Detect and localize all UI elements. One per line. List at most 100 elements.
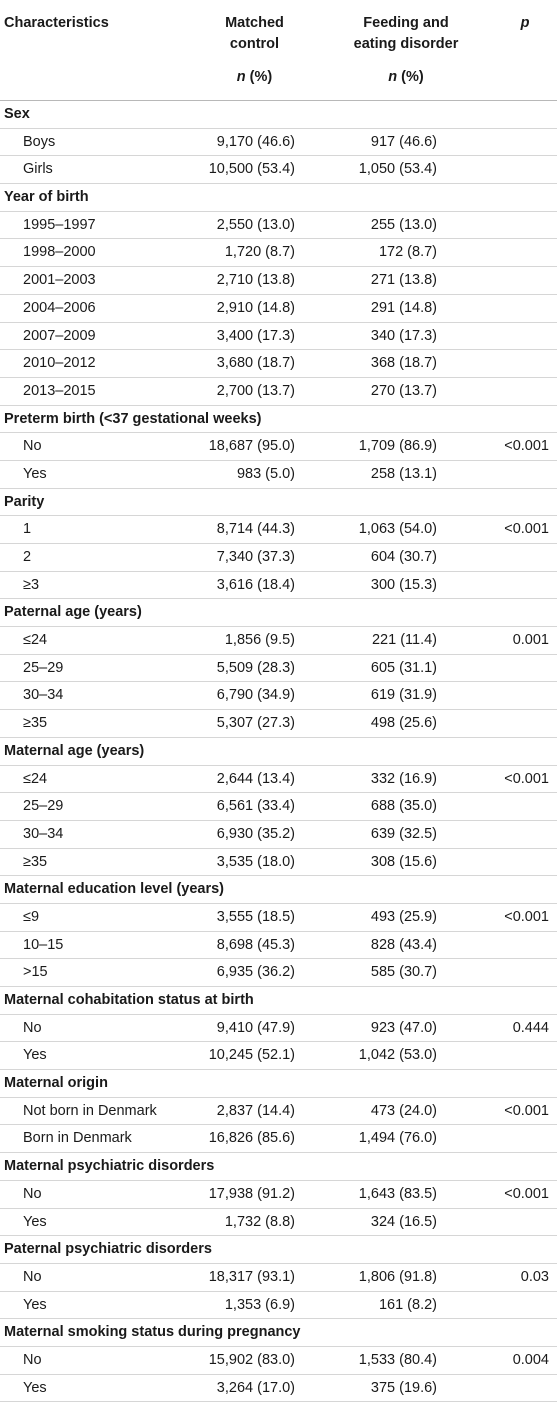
section-heading: Parity: [4, 493, 45, 510]
matched-control-value: 3,616 (18.4): [216, 576, 295, 593]
matched-control-value: 1,856 (9.5): [224, 632, 295, 649]
section-row: Maternal education level (years): [0, 876, 557, 904]
header-feeding-line2: eating disorder: [353, 36, 459, 52]
row-label: ≥3: [23, 576, 40, 593]
section-heading: Maternal origin: [4, 1075, 108, 1092]
header-feeding-unit: n (%): [343, 67, 469, 88]
feeding-disorder-value: 1,063 (54.0): [358, 521, 437, 538]
section-row: Maternal cohabitation status at birth: [0, 987, 557, 1015]
header-matched-control-line2: control: [229, 36, 280, 52]
table-body: Sex Boys 9,170 (46.6) 917 (46.6) Girls 10,500…: [0, 101, 557, 1402]
section-heading: Maternal age (years): [4, 742, 145, 759]
table-row: 30–34 6,790 (34.9) 619 (31.9): [0, 682, 557, 711]
header-matched-control-line1: Matched: [225, 15, 284, 31]
feeding-disorder-value: 1,042 (53.0): [358, 1047, 437, 1064]
feeding-disorder-value: 324 (16.5): [370, 1213, 437, 1230]
feeding-disorder-value: 473 (24.0): [370, 1102, 437, 1119]
section-heading: Maternal smoking status during pregnancy: [4, 1324, 301, 1341]
feeding-disorder-value: 291 (14.8): [370, 299, 437, 316]
matched-control-value: 16,826 (85.6): [208, 1130, 295, 1147]
matched-control-value: 2,700 (13.7): [216, 382, 295, 399]
row-label: ≤24: [23, 770, 48, 787]
matched-control-value: 3,535 (18.0): [216, 853, 295, 870]
table-row: ≤24 2,644 (13.4) 332 (16.9) <0.001: [0, 766, 557, 794]
section-row: Maternal origin: [0, 1070, 557, 1098]
table-row: Boys 9,170 (46.6) 917 (46.6): [0, 129, 557, 157]
table-row: No 9,410 (47.9) 923 (47.0) 0.444: [0, 1015, 557, 1043]
table-row: 25–29 6,561 (33.4) 688 (35.0): [0, 793, 557, 821]
table-row: ≤24 1,856 (9.5) 221 (11.4) 0.001: [0, 627, 557, 655]
section-heading: Paternal age (years): [4, 604, 142, 621]
feeding-disorder-value: 368 (18.7): [370, 355, 437, 372]
table-row: 2007–2009 3,400 (17.3) 340 (17.3): [0, 323, 557, 351]
row-label: ≥35: [23, 715, 48, 732]
feeding-disorder-value: 1,050 (53.4): [358, 161, 437, 178]
section-heading: Preterm birth (<37 gestational weeks): [4, 410, 262, 427]
section-row: Paternal psychiatric disorders: [0, 1236, 557, 1264]
matched-control-value: 8,698 (45.3): [216, 936, 295, 953]
row-label: Yes: [23, 1296, 47, 1313]
feeding-disorder-value: 1,494 (76.0): [358, 1130, 437, 1147]
feeding-disorder-value: 300 (15.3): [370, 576, 437, 593]
table-row: 2013–2015 2,700 (13.7) 270 (13.7): [0, 378, 557, 406]
matched-control-value: 18,687 (95.0): [208, 438, 295, 455]
p-value: <0.001: [504, 1185, 549, 1202]
feeding-disorder-value: 271 (13.8): [370, 272, 437, 289]
row-label: 1995–1997: [23, 216, 96, 233]
table-row: 30–34 6,930 (35.2) 639 (32.5): [0, 821, 557, 849]
feeding-disorder-value: 493 (25.9): [370, 908, 437, 925]
row-label: 1998–2000: [23, 244, 96, 261]
row-label: Not born in Denmark: [23, 1102, 157, 1119]
header-p-label: p: [520, 15, 530, 31]
header-feeding-pct: (%): [397, 69, 424, 85]
table-row: Born in Denmark 16,826 (85.6) 1,494 (76.0): [0, 1125, 557, 1154]
row-label: 10–15: [23, 936, 64, 953]
feeding-disorder-value: 258 (13.1): [370, 465, 437, 482]
feeding-disorder-value: 639 (32.5): [370, 825, 437, 842]
row-label: 25–29: [23, 798, 64, 815]
feeding-disorder-value: 498 (25.6): [370, 715, 437, 732]
table-row: 2001–2003 2,710 (13.8) 271 (13.8): [0, 267, 557, 295]
matched-control-value: 3,400 (17.3): [216, 327, 295, 344]
header-feeding-eating-disorder: Feeding and eating disorder n (%): [343, 13, 469, 88]
matched-control-value: 9,410 (47.9): [216, 1019, 295, 1036]
p-value: <0.001: [504, 770, 549, 787]
table-row: No 15,902 (83.0) 1,533 (80.4) 0.004: [0, 1347, 557, 1375]
table-header: Characteristics Matched control n (%) Fe…: [0, 0, 557, 101]
table-row: Yes 983 (5.0) 258 (13.1): [0, 461, 557, 489]
table-row: Yes 10,245 (52.1) 1,042 (53.0): [0, 1042, 557, 1071]
row-label: 2013–2015: [23, 382, 96, 399]
matched-control-value: 6,790 (34.9): [216, 687, 295, 704]
matched-control-value: 10,500 (53.4): [208, 161, 295, 178]
p-value: <0.001: [504, 908, 549, 925]
row-label: >15: [23, 964, 48, 981]
p-value: <0.001: [504, 521, 549, 538]
table-row: >15 6,935 (36.2) 585 (30.7): [0, 959, 557, 987]
row-label: 2010–2012: [23, 355, 96, 372]
matched-control-value: 1,353 (6.9): [224, 1296, 295, 1313]
feeding-disorder-value: 340 (17.3): [370, 327, 437, 344]
p-value: 0.001: [512, 632, 549, 649]
table-row: Yes 3,264 (17.0) 375 (19.6): [0, 1375, 557, 1402]
feeding-disorder-value: 1,533 (80.4): [358, 1351, 437, 1368]
section-heading: Year of birth: [4, 189, 89, 206]
matched-control-value: 3,680 (18.7): [216, 355, 295, 372]
table-row: 10–15 8,698 (45.3) 828 (43.4): [0, 932, 557, 960]
header-feeding-line1: Feeding and: [363, 15, 449, 31]
row-label: 30–34: [23, 825, 64, 842]
p-value: 0.004: [512, 1351, 549, 1368]
matched-control-value: 1,732 (8.8): [224, 1213, 295, 1230]
table-row: 1 8,714 (44.3) 1,063 (54.0) <0.001: [0, 516, 557, 544]
row-label: ≤9: [23, 908, 40, 925]
feeding-disorder-value: 604 (30.7): [370, 549, 437, 565]
feeding-disorder-value: 619 (31.9): [370, 687, 437, 704]
header-matched-control-n: n: [236, 69, 246, 85]
feeding-disorder-value: 221 (11.4): [371, 632, 437, 649]
feeding-disorder-value: 1,709 (86.9): [358, 438, 437, 455]
matched-control-value: 983 (5.0): [236, 465, 295, 482]
matched-control-value: 2,710 (13.8): [216, 272, 295, 289]
section-row: Year of birth: [0, 184, 557, 212]
matched-control-value: 2,644 (13.4): [216, 770, 295, 787]
matched-control-value: 5,509 (28.3): [216, 659, 295, 676]
header-matched-control-pct: (%): [245, 69, 273, 85]
